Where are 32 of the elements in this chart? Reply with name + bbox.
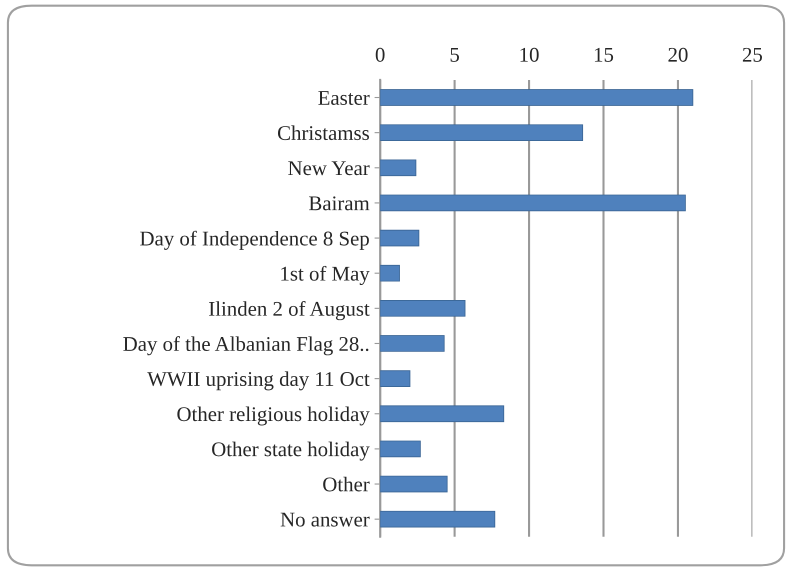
y-tick-label: Day of the Albanian Flag 28.. <box>123 336 368 356</box>
x-tick-label: 20 <box>668 48 688 62</box>
bar <box>380 194 686 212</box>
bar <box>380 476 448 492</box>
y-tick-label: Day of Independence 8 Sep <box>140 230 369 250</box>
bar <box>380 230 420 246</box>
bar <box>380 510 496 528</box>
bar <box>380 300 466 317</box>
bar <box>380 335 445 352</box>
x-tick-label: 15 <box>594 48 614 62</box>
bar <box>380 124 584 141</box>
bar <box>380 370 410 387</box>
x-tick-label: 5 <box>450 48 460 62</box>
x-tick-label: 0 <box>376 48 385 62</box>
y-tick-label: No answer <box>280 512 370 527</box>
y-tick-label: Other <box>323 476 370 492</box>
y-tick-label: WWII uprising day 11 Oct <box>147 371 370 390</box>
y-tick-label: Bairam <box>309 196 370 210</box>
x-tick-label: 25 <box>742 48 762 62</box>
bar <box>380 89 694 106</box>
bar <box>380 159 416 176</box>
y-tick-label: Ilinden 2 of August <box>209 301 370 320</box>
y-tick-label: New Year <box>288 161 370 176</box>
y-tick-label: Easter <box>318 91 370 105</box>
y-tick-label: 1st of May <box>281 266 370 286</box>
x-tick-label: 10 <box>520 48 539 62</box>
y-tick-label: Other religious holiday <box>177 406 370 426</box>
y-tick-label: Other state holiday <box>212 442 370 461</box>
y-tick-label: Christamss <box>278 125 369 140</box>
bar <box>380 440 421 458</box>
bar <box>380 405 504 422</box>
bar <box>380 264 400 282</box>
